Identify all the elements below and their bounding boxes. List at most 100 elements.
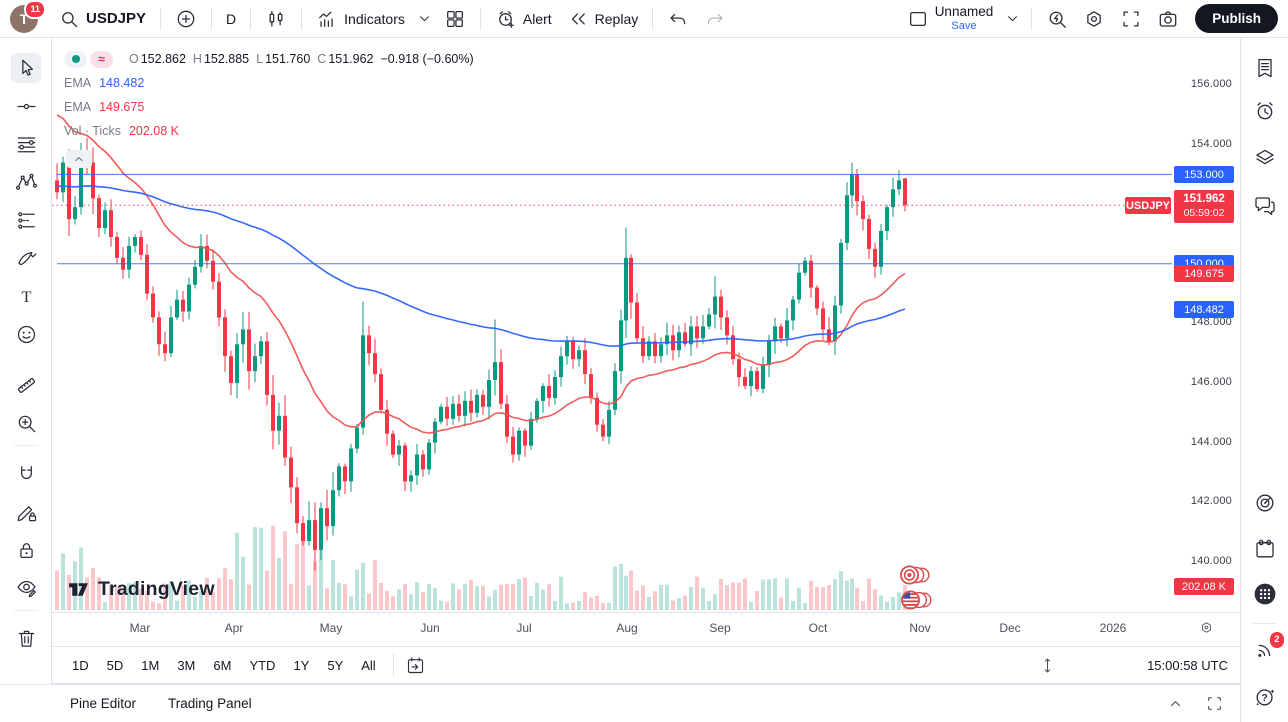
volume-legend-row[interactable]: Vol · Ticks 202.08 K: [64, 124, 180, 138]
tool-trash-icon[interactable]: [11, 623, 41, 653]
redo-icon: [704, 8, 726, 30]
close-label: C: [317, 52, 327, 66]
sidebar-alarm-icon[interactable]: [1251, 97, 1279, 125]
snapshot-button[interactable]: [1150, 4, 1186, 34]
time-axis[interactable]: Mar Apr May Jun Jul Aug Sep Oct Nov Dec 2026: [52, 612, 1240, 646]
sidebar-apps-icon[interactable]: [1251, 580, 1279, 608]
indicator-templates-button[interactable]: [437, 4, 473, 34]
tool-magnet-icon[interactable]: [11, 459, 41, 489]
alert-button[interactable]: Alert: [488, 4, 559, 34]
range-1m-button[interactable]: 1M: [133, 654, 167, 677]
fullscreen-icon: [1120, 8, 1142, 30]
layout-name: Unnamed: [934, 4, 994, 20]
market-status-icon[interactable]: [64, 50, 87, 68]
ema-red-price-label: 149.675: [1174, 265, 1234, 282]
tool-emoji-icon[interactable]: [11, 319, 41, 349]
quick-search-button[interactable]: [1039, 4, 1075, 34]
drawing-toolbar: T: [0, 38, 52, 684]
tool-fib-retracement-icon[interactable]: [11, 129, 41, 159]
collapse-panel-button[interactable]: [1164, 692, 1187, 715]
maximize-icon: [1208, 697, 1221, 710]
volume-axis-label: 202.08 K: [1174, 578, 1234, 595]
time-tick: Nov: [909, 621, 931, 635]
replay-rewind-icon: [567, 8, 589, 30]
tool-forecast-icon[interactable]: [11, 205, 41, 235]
ema-blue-legend-row[interactable]: EMA 148.482: [64, 76, 145, 90]
level-price-label: 153.000: [1174, 166, 1234, 183]
redo-button[interactable]: [697, 4, 733, 34]
chart-area[interactable]: ≈ O 152.862 H 152.885 L 151.760 C 151.962 −0…: [52, 38, 1240, 646]
layout-menu-caret[interactable]: [1001, 4, 1024, 34]
interval-button[interactable]: D: [219, 4, 243, 34]
undo-button[interactable]: [660, 4, 696, 34]
go-to-date-button[interactable]: [403, 653, 428, 678]
range-1y-button[interactable]: 1Y: [285, 654, 317, 677]
price-tick: 142.000: [1190, 495, 1232, 507]
divider: [652, 7, 654, 30]
range-3m-button[interactable]: 3M: [169, 654, 203, 677]
price-axis[interactable]: 156.000 154.000 148.000 146.000 144.000 142.0…: [1172, 38, 1240, 612]
range-1d-button[interactable]: 1D: [64, 654, 97, 677]
tool-hide-all-icon[interactable]: [11, 572, 41, 602]
compare-add-symbol-button[interactable]: [168, 4, 204, 34]
indicators-menu-caret[interactable]: [413, 4, 436, 34]
publish-button[interactable]: Publish: [1195, 4, 1278, 33]
pine-editor-tab[interactable]: Pine Editor: [70, 696, 137, 711]
indicators-button[interactable]: Indicators: [309, 4, 412, 34]
layout-button[interactable]: Unnamed Save: [900, 4, 1001, 34]
alert-clock-icon: [495, 8, 517, 30]
right-sidebar: 2?: [1240, 38, 1288, 722]
svg-text:?: ?: [1261, 692, 1267, 704]
divider: [211, 7, 213, 30]
range-ytd-button[interactable]: YTD: [241, 654, 283, 677]
bar-countdown: 05:59:02: [1183, 206, 1225, 219]
economic-events-markers[interactable]: [892, 562, 944, 620]
tool-ruler-icon[interactable]: [11, 370, 41, 400]
time-tick: 2026: [1099, 621, 1127, 635]
chevron-down-icon: [416, 10, 433, 27]
tool-lock-all-icon[interactable]: [11, 535, 41, 565]
tool-xabcd-pattern-icon[interactable]: [11, 167, 41, 197]
range-6m-button[interactable]: 6M: [205, 654, 239, 677]
time-axis-settings-icon[interactable]: [1198, 619, 1215, 641]
tool-zoom-in-icon[interactable]: [11, 408, 41, 438]
ema-red-legend-row[interactable]: EMA 149.675: [64, 100, 145, 114]
volume-value: 202.08 K: [128, 124, 180, 138]
tool-brush-icon[interactable]: [11, 243, 41, 273]
tool-text-tool-icon[interactable]: T: [11, 281, 41, 311]
divider: [392, 654, 394, 676]
range-all-button[interactable]: All: [353, 654, 383, 677]
chart-settings-button[interactable]: [1076, 4, 1112, 34]
replay-button[interactable]: Replay: [560, 4, 646, 34]
tool-cursor-icon[interactable]: [11, 53, 41, 83]
range-5d-button[interactable]: 5D: [99, 654, 132, 677]
gear-icon: [1083, 8, 1105, 30]
clock-utc[interactable]: 15:00:58 UTC: [1147, 657, 1228, 673]
divider: [479, 7, 481, 30]
maximize-panel-button[interactable]: [1203, 692, 1226, 715]
sidebar-help-icon[interactable]: ?: [1251, 683, 1279, 711]
high-value: 152.885: [203, 52, 250, 66]
symbol-price-tag: USDJPY: [1125, 197, 1171, 214]
trading-panel-tab[interactable]: Trading Panel: [168, 696, 252, 711]
save-layout-link[interactable]: Save: [951, 19, 977, 32]
avatar-letter: T: [19, 10, 29, 27]
divider: [160, 7, 162, 30]
sidebar-chat-icon[interactable]: [1251, 191, 1279, 219]
tool-trend-line-icon[interactable]: [11, 91, 41, 121]
sidebar-object-tree-icon[interactable]: [1251, 143, 1279, 171]
sidebar-screener-icon[interactable]: [1251, 489, 1279, 517]
chart-style-button[interactable]: [258, 4, 294, 34]
ema-red-value: 149.675: [99, 100, 145, 114]
legend-collapse-button[interactable]: [66, 150, 92, 168]
sidebar-watchlist-icon[interactable]: [1251, 54, 1279, 82]
symbol-search-button[interactable]: USDJPY: [51, 4, 153, 34]
sidebar-calendar-icon[interactable]: [1251, 535, 1279, 563]
sidebar-streams-icon[interactable]: 2: [1251, 630, 1286, 664]
tool-draw-mode-icon[interactable]: [11, 497, 41, 527]
data-mode-icon[interactable]: ≈: [90, 50, 113, 68]
fullscreen-button[interactable]: [1113, 4, 1149, 34]
panel-resize-handle[interactable]: [1037, 655, 1058, 681]
user-avatar[interactable]: T 11: [10, 0, 46, 33]
range-5y-button[interactable]: 5Y: [319, 654, 351, 677]
